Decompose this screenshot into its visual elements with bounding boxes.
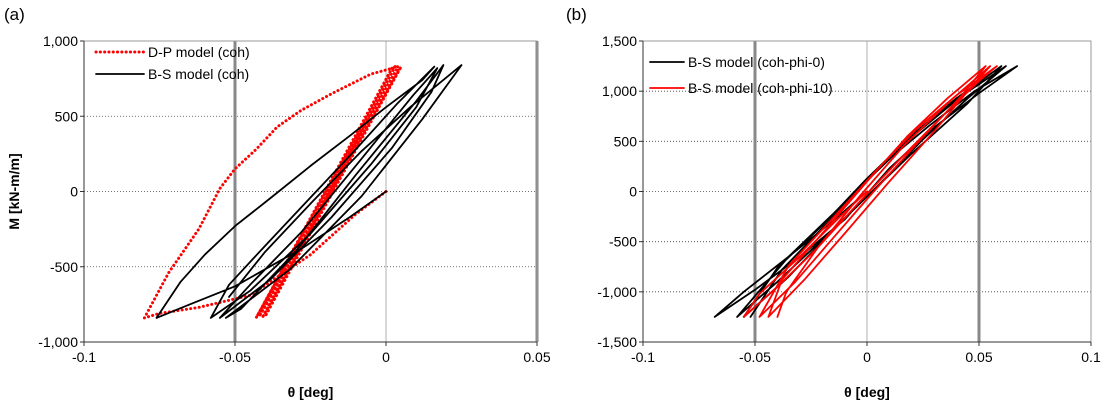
y-tick-label: -500: [50, 259, 78, 275]
chart-panel-1: -1,500 -1,000 -500 0 500 1,000 1,500 -0.1 -0.05 0…: [566, 5, 1101, 400]
y-tick-label: 500: [614, 133, 638, 149]
chart-panel-0: -1,000 -500 0 500 1,000 -0.1 -0.05 0 0.05 θ [deg]…: [4, 5, 551, 400]
x-tick-label: -0.05: [739, 349, 771, 365]
x-tick-label: 0.1: [1081, 349, 1101, 365]
x-tick-label: -0.1: [631, 349, 655, 365]
y-tick-label: 1,000: [602, 83, 637, 99]
y-axis-title: M [kN-m/m]: [6, 153, 22, 229]
legend-label: B-S model (coh): [148, 66, 249, 82]
panel-label: (a): [4, 5, 25, 24]
series-line-1: [155, 64, 463, 319]
series-line-0: [142, 65, 403, 320]
x-tick-label: -0.1: [72, 349, 96, 365]
y-tick-label: 0: [629, 184, 637, 200]
x-tick-label: 0.05: [965, 349, 992, 365]
y-tick-label: -1,000: [38, 334, 78, 350]
x-tick-label: -0.05: [219, 349, 251, 365]
legend-label: B-S model (coh-phi-10): [688, 80, 833, 96]
y-tick-label: 1,000: [43, 33, 78, 49]
panel-label: (b): [566, 5, 587, 24]
y-tick-label: 1,500: [602, 33, 637, 49]
x-axis-title: θ [deg]: [288, 384, 334, 400]
x-tick-label: 0: [863, 349, 871, 365]
legend-label: B-S model (coh-phi-0): [688, 54, 825, 70]
y-tick-label: -1,500: [597, 334, 637, 350]
legend-label: D-P model (coh): [148, 44, 250, 60]
x-tick-label: 0: [382, 349, 390, 365]
series-line-1: [742, 65, 998, 318]
legend: D-P model (coh) B-S model (coh): [94, 44, 250, 82]
y-tick-label: -500: [609, 234, 637, 250]
x-axis-title: θ [deg]: [844, 384, 890, 400]
x-tick-label: 0.05: [523, 349, 550, 365]
y-tick-label: 0: [70, 184, 78, 200]
y-tick-label: 500: [55, 108, 79, 124]
y-tick-label: -1,000: [597, 284, 637, 300]
plot-area: [83, 40, 538, 343]
legend: B-S model (coh-phi-0) B-S model (coh-phi-…: [649, 54, 833, 96]
